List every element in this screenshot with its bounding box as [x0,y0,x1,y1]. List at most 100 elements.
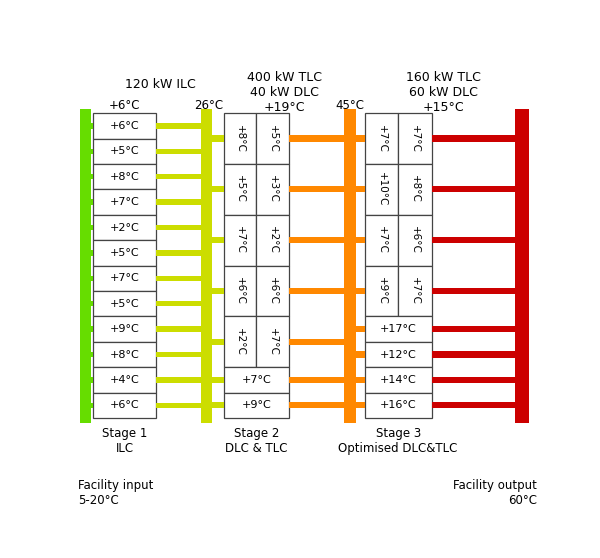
Bar [157,148,200,154]
Bar [91,377,93,383]
Text: Facility output
60°C: Facility output 60°C [453,479,537,507]
Text: +2°C: +2°C [268,227,278,254]
Text: +17°C: +17°C [380,324,416,334]
Bar [212,136,224,142]
Bar [212,339,224,345]
Bar [365,342,431,367]
Bar [356,288,365,294]
Bar [157,174,200,179]
Text: +2°C: +2°C [235,328,245,356]
Bar [356,326,365,332]
Bar [93,138,157,164]
Text: +7°C: +7°C [268,328,278,356]
Bar [212,288,224,294]
Text: +8°C: +8°C [235,124,245,152]
Bar [289,402,344,408]
Bar [91,174,93,179]
Bar [356,237,365,243]
Bar [93,316,157,342]
Bar [157,326,200,332]
Text: Stage 1
ILC: Stage 1 ILC [102,427,147,455]
Bar [356,402,365,408]
Bar [224,164,256,215]
Bar [365,316,431,342]
Bar [356,136,365,142]
Bar [356,352,365,358]
Text: 45°C: 45°C [335,99,364,112]
Bar [93,189,157,215]
Bar [157,276,200,281]
Bar [398,215,431,266]
Text: +14°C: +14°C [380,375,416,385]
Bar [91,276,93,281]
Bar [365,367,431,393]
Text: +2°C: +2°C [110,223,139,233]
Bar [515,109,529,423]
Bar [80,109,91,423]
Text: +6°C: +6°C [235,277,245,305]
Text: 400 kW TLC
40 kW DLC
+19°C: 400 kW TLC 40 kW DLC +19°C [247,71,322,114]
Text: +10°C: +10°C [377,172,386,206]
Bar [224,113,256,164]
Bar [356,186,365,193]
Text: +7°C: +7°C [377,124,386,152]
Bar [256,113,289,164]
Text: +7°C: +7°C [235,227,245,254]
Bar [398,266,431,316]
Bar [224,316,256,367]
Bar [157,377,200,383]
Bar [91,301,93,306]
Bar [91,326,93,332]
Bar [157,250,200,256]
Bar [91,199,93,205]
Text: Stage 3
Optimised DLC&TLC: Stage 3 Optimised DLC&TLC [338,427,458,455]
Bar [91,123,93,128]
Bar [91,225,93,230]
Text: +7°C: +7°C [110,273,139,283]
Text: +9°C: +9°C [110,324,139,334]
Bar [256,215,289,266]
Bar [224,367,289,393]
Bar [93,367,157,393]
Bar [157,301,200,306]
Bar [256,316,289,367]
Bar [431,237,515,243]
Bar [398,164,431,215]
Bar [224,393,289,418]
Bar [289,339,344,345]
Bar [157,352,200,357]
Text: Facility input
5-20°C: Facility input 5-20°C [78,479,154,507]
Bar [344,109,356,423]
Text: +7°C: +7°C [377,227,386,254]
Bar [356,377,365,383]
Bar [157,225,200,230]
Text: 160 kW TLC
60 kW DLC
+15°C: 160 kW TLC 60 kW DLC +15°C [406,71,481,114]
Bar [289,288,344,294]
Bar [157,403,200,408]
Text: +5°C: +5°C [110,248,139,258]
Text: 120 kW ILC: 120 kW ILC [125,78,196,91]
Bar [157,199,200,205]
Text: +7°C: +7°C [410,277,420,305]
Bar [224,215,256,266]
Text: +5°C: +5°C [110,299,139,309]
Bar [431,326,515,332]
Bar [93,342,157,367]
Text: +5°C: +5°C [110,146,139,156]
Text: +7°C: +7°C [241,375,271,385]
Text: +6°C: +6°C [110,121,139,131]
Bar [431,186,515,193]
Bar [93,266,157,291]
Bar [256,164,289,215]
Text: +7°C: +7°C [410,124,420,152]
Text: +7°C: +7°C [110,197,139,207]
Bar [431,136,515,142]
Bar [91,403,93,408]
Bar [289,186,344,193]
Text: +5°C: +5°C [268,124,278,152]
Bar [93,393,157,418]
Bar [431,352,515,358]
Bar [431,402,515,408]
Bar [93,215,157,240]
Text: +6°C: +6°C [109,99,140,112]
